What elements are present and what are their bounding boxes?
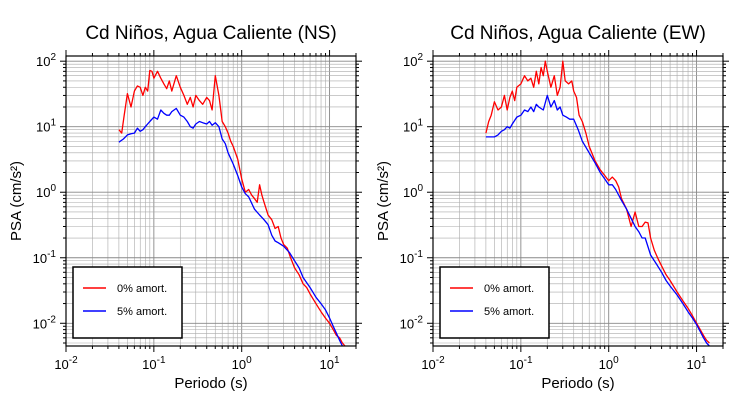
y-axis-label: PSA (cm/s²) bbox=[8, 161, 25, 241]
x-axis-label: Periodo (s) bbox=[541, 375, 614, 392]
x-tick-labels: 10-2 10-1 100 101 bbox=[54, 355, 340, 372]
legend-box bbox=[439, 266, 550, 339]
y-tick-label: 10-1 bbox=[400, 249, 424, 266]
y-tick-label: 10-2 bbox=[33, 314, 57, 331]
legend-label-1: 5% amort. bbox=[117, 306, 167, 318]
y-tick-label: 101 bbox=[403, 118, 423, 135]
plot-frame bbox=[432, 55, 724, 347]
y-tick-labels: 10-2 10-1 100 101 102 bbox=[400, 52, 424, 331]
series-line-0pct bbox=[118, 69, 346, 347]
x-axis-label: Periodo (s) bbox=[174, 375, 247, 392]
legend: 0% amort. 5% amort. bbox=[439, 266, 550, 339]
x-tick-label: 10-1 bbox=[509, 355, 533, 372]
chart-title: Cd Niños, Agua Caliente (EW) bbox=[450, 23, 706, 44]
chart-panel-ew: Cd Niños, Agua Caliente (EW) 10-2 10-1 100… bbox=[375, 23, 729, 392]
legend-label-0: 0% amort. bbox=[117, 283, 167, 295]
x-tick-label: 100 bbox=[599, 355, 619, 372]
y-tick-label: 10-1 bbox=[33, 249, 57, 266]
x-tick-label: 100 bbox=[232, 355, 252, 372]
y-tick-label: 100 bbox=[403, 183, 423, 200]
chart-title: Cd Niños, Agua Caliente (NS) bbox=[85, 23, 336, 44]
y-axis-label: PSA (cm/s²) bbox=[375, 161, 392, 241]
y-tick-label: 100 bbox=[36, 183, 56, 200]
y-tick-labels: 10-2 10-1 100 101 102 bbox=[33, 52, 57, 331]
y-tick-label: 102 bbox=[403, 52, 423, 69]
series-line-5pct bbox=[118, 107, 343, 347]
series-layer bbox=[485, 60, 710, 347]
legend-label-0: 0% amort. bbox=[484, 283, 534, 295]
legend-box bbox=[72, 266, 183, 339]
x-tick-label: 10-2 bbox=[421, 355, 445, 372]
tick-marks bbox=[427, 50, 729, 352]
y-axis-label-text: PSA (cm/s²) bbox=[375, 161, 392, 241]
tick-marks bbox=[60, 50, 362, 352]
y-axis-label-text: PSA (cm/s²) bbox=[8, 161, 25, 241]
x-tick-labels: 10-2 10-1 100 101 bbox=[421, 355, 707, 372]
x-tick-label: 101 bbox=[687, 355, 707, 372]
x-tick-label: 101 bbox=[320, 355, 340, 372]
y-tick-label: 10-2 bbox=[400, 314, 424, 331]
legend-label-1: 5% amort. bbox=[484, 306, 534, 318]
legend: 0% amort. 5% amort. bbox=[72, 266, 183, 339]
plot-frame bbox=[65, 55, 357, 347]
chart-panel-ns: Cd Niños, Agua Caliente (NS) 10-2 10-1 100… bbox=[8, 23, 362, 392]
y-tick-label: 102 bbox=[36, 52, 56, 69]
y-tick-label: 101 bbox=[36, 118, 56, 135]
series-line-5pct bbox=[485, 94, 710, 347]
series-line-0pct bbox=[485, 60, 710, 344]
x-tick-label: 10-2 bbox=[54, 355, 78, 372]
series-layer bbox=[118, 69, 346, 347]
x-tick-label: 10-1 bbox=[142, 355, 166, 372]
